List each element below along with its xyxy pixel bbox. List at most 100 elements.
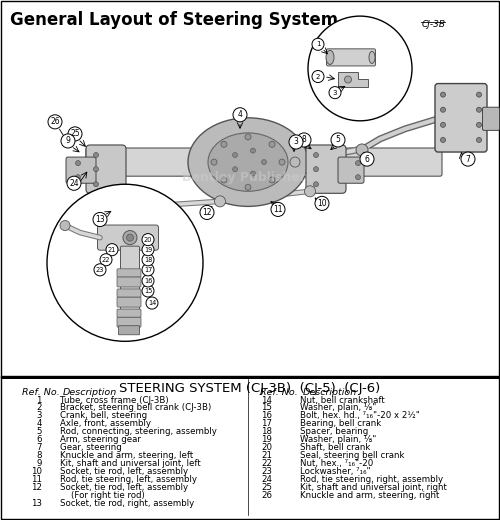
- Ellipse shape: [188, 118, 308, 206]
- Text: 26: 26: [50, 118, 60, 126]
- Circle shape: [221, 177, 227, 183]
- Text: 17: 17: [261, 419, 272, 428]
- FancyBboxPatch shape: [66, 157, 96, 183]
- Circle shape: [279, 159, 285, 165]
- Circle shape: [214, 196, 226, 207]
- Text: 7: 7: [466, 154, 470, 164]
- Circle shape: [245, 184, 251, 190]
- Text: 20: 20: [261, 443, 272, 452]
- Circle shape: [314, 152, 318, 158]
- Text: 9: 9: [36, 459, 42, 468]
- Circle shape: [356, 161, 360, 165]
- FancyBboxPatch shape: [118, 326, 140, 335]
- Circle shape: [250, 148, 256, 153]
- Text: Knuckle and arm, steering, right: Knuckle and arm, steering, right: [300, 491, 440, 500]
- Text: 1: 1: [36, 396, 42, 405]
- Circle shape: [269, 177, 275, 183]
- Text: 8: 8: [36, 451, 42, 460]
- Circle shape: [93, 213, 107, 227]
- Circle shape: [461, 152, 475, 166]
- Text: 13: 13: [31, 499, 42, 508]
- Text: Nut, hex., ⁷₁₆"-20: Nut, hex., ⁷₁₆"-20: [300, 459, 373, 468]
- Ellipse shape: [208, 133, 288, 191]
- Text: 20: 20: [144, 237, 152, 243]
- Text: 25: 25: [70, 129, 80, 138]
- Text: Washer, plain, ⅛": Washer, plain, ⅛": [300, 404, 376, 412]
- Text: Bearing, bell crank: Bearing, bell crank: [300, 419, 382, 428]
- Text: 25: 25: [261, 483, 272, 492]
- Text: Spacer, bearing: Spacer, bearing: [300, 427, 368, 436]
- Text: Arm, steering gear: Arm, steering gear: [60, 435, 141, 444]
- Text: 18: 18: [261, 427, 272, 436]
- Text: 10: 10: [317, 199, 327, 208]
- Text: Seal, steering bell crank: Seal, steering bell crank: [300, 451, 405, 460]
- Polygon shape: [338, 72, 368, 87]
- Text: Lockwasher, ⁷₁₆": Lockwasher, ⁷₁₆": [300, 467, 370, 476]
- Circle shape: [308, 16, 412, 121]
- Circle shape: [476, 92, 482, 97]
- Text: STEERING SYSTEM (CJ-3B)  (CJ-5)  (CJ-6): STEERING SYSTEM (CJ-3B) (CJ-5) (CJ-6): [120, 383, 380, 396]
- Text: 14: 14: [148, 300, 156, 306]
- Text: 26: 26: [261, 491, 272, 500]
- Text: 24: 24: [261, 475, 272, 484]
- Text: 21: 21: [261, 451, 272, 460]
- Circle shape: [47, 184, 203, 341]
- Circle shape: [250, 171, 256, 176]
- Text: Knuckle and arm, steering, left: Knuckle and arm, steering, left: [60, 451, 193, 460]
- Circle shape: [297, 133, 311, 147]
- Circle shape: [123, 230, 137, 244]
- Text: 16: 16: [144, 278, 152, 284]
- Text: 21: 21: [108, 246, 116, 253]
- Circle shape: [142, 264, 154, 276]
- Circle shape: [440, 122, 446, 127]
- Ellipse shape: [369, 51, 375, 63]
- Circle shape: [331, 133, 345, 147]
- FancyBboxPatch shape: [117, 277, 141, 287]
- Circle shape: [440, 92, 446, 97]
- Circle shape: [476, 122, 482, 127]
- Text: 9: 9: [66, 136, 70, 146]
- Text: 19: 19: [261, 435, 272, 444]
- Circle shape: [269, 141, 275, 147]
- Text: General Layout of Steering System: General Layout of Steering System: [10, 11, 338, 29]
- Circle shape: [94, 166, 98, 172]
- Circle shape: [60, 220, 70, 230]
- Text: 18: 18: [144, 257, 152, 263]
- Circle shape: [476, 137, 482, 142]
- Circle shape: [312, 38, 324, 50]
- Text: 8: 8: [302, 135, 306, 145]
- Circle shape: [76, 161, 80, 165]
- Text: 3: 3: [36, 411, 42, 420]
- Circle shape: [94, 264, 106, 276]
- Text: 15: 15: [261, 404, 272, 412]
- Circle shape: [68, 127, 82, 141]
- Circle shape: [142, 285, 154, 297]
- Circle shape: [315, 197, 329, 211]
- Text: 2: 2: [316, 73, 320, 80]
- Circle shape: [440, 107, 446, 112]
- Circle shape: [476, 107, 482, 112]
- FancyBboxPatch shape: [117, 269, 141, 277]
- Circle shape: [142, 275, 154, 287]
- Circle shape: [304, 186, 316, 197]
- Text: 3: 3: [294, 137, 298, 147]
- Circle shape: [211, 159, 217, 165]
- Circle shape: [48, 115, 62, 129]
- Text: 6: 6: [364, 154, 370, 164]
- Circle shape: [290, 157, 300, 167]
- FancyBboxPatch shape: [120, 246, 140, 332]
- FancyBboxPatch shape: [117, 289, 141, 297]
- FancyBboxPatch shape: [482, 107, 500, 131]
- Circle shape: [200, 205, 214, 219]
- Text: Crank, bell, steering: Crank, bell, steering: [60, 411, 147, 420]
- Text: 4: 4: [36, 419, 42, 428]
- Text: Kit, shaft and universal joint, right: Kit, shaft and universal joint, right: [300, 483, 447, 492]
- Text: 15: 15: [144, 288, 152, 294]
- FancyBboxPatch shape: [326, 49, 376, 66]
- Text: Gear, steering: Gear, steering: [60, 443, 122, 452]
- Circle shape: [142, 254, 154, 266]
- Text: 5: 5: [36, 427, 42, 436]
- Circle shape: [146, 297, 158, 309]
- Text: 23: 23: [96, 267, 104, 273]
- Text: 22: 22: [261, 459, 272, 468]
